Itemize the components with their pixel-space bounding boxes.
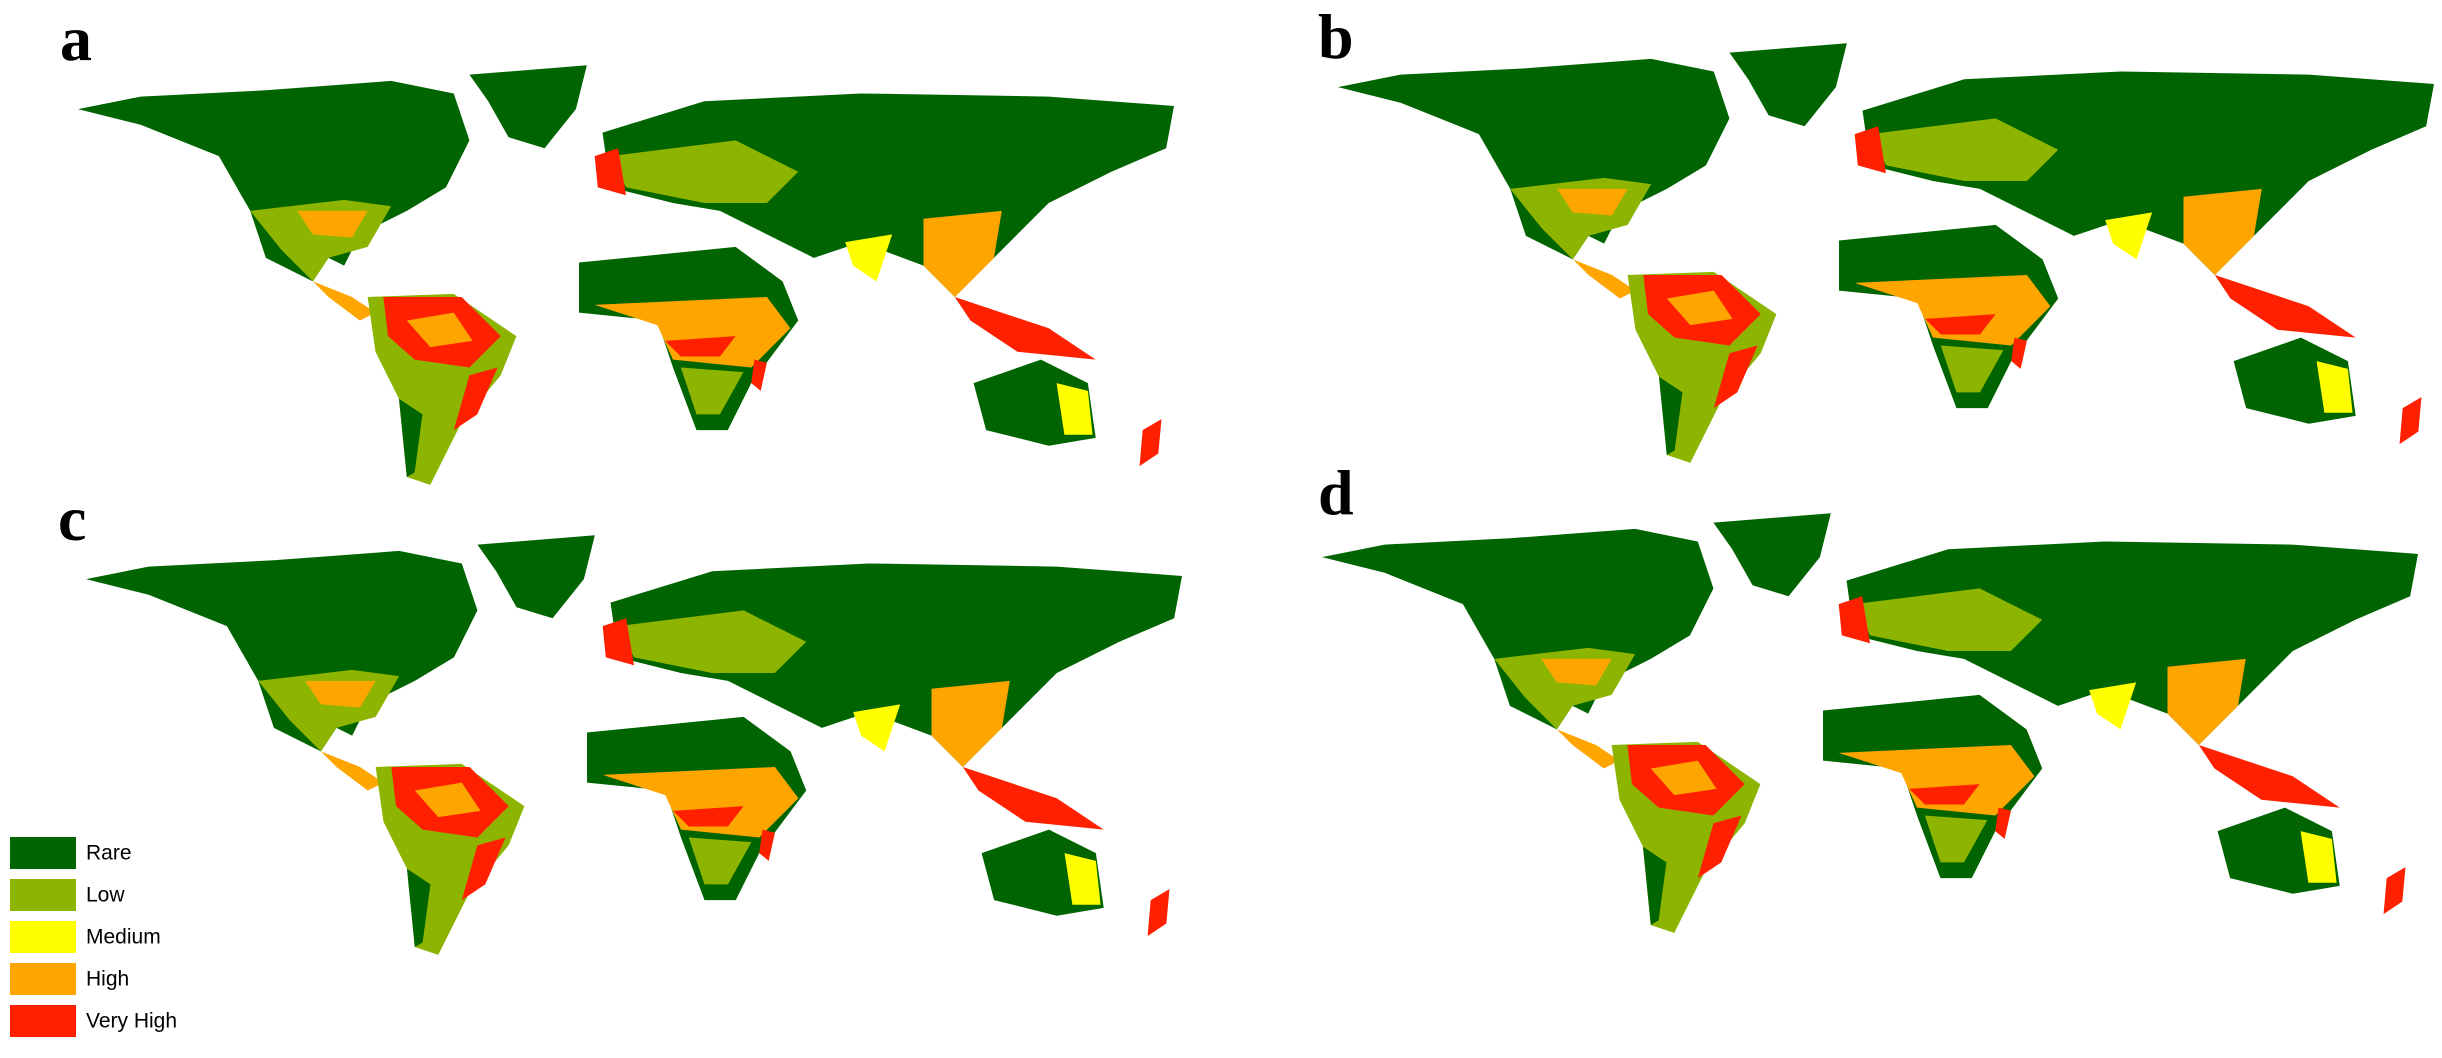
legend-swatch [10, 837, 76, 869]
legend-swatch [10, 921, 76, 953]
legend-label: Medium [86, 926, 161, 949]
map-panel-a [78, 65, 1174, 485]
panel-label: c [58, 483, 86, 554]
legend-swatch [10, 963, 76, 995]
legend: Rare Low Medium High Very High [10, 837, 177, 1037]
legend-swatch [10, 1005, 76, 1037]
legend-label: High [86, 968, 129, 991]
panel-label: d [1318, 457, 1354, 528]
legend-label: Very High [86, 1010, 177, 1033]
map-panel-b [1338, 43, 2434, 463]
panel-label: b [1318, 1, 1354, 72]
map-panel-c [86, 535, 1182, 955]
legend-swatch [10, 879, 76, 911]
panel-label: a [60, 3, 92, 74]
legend-label: Rare [86, 842, 132, 865]
map-panel-d [1322, 513, 2418, 933]
legend-label: Low [86, 884, 125, 907]
